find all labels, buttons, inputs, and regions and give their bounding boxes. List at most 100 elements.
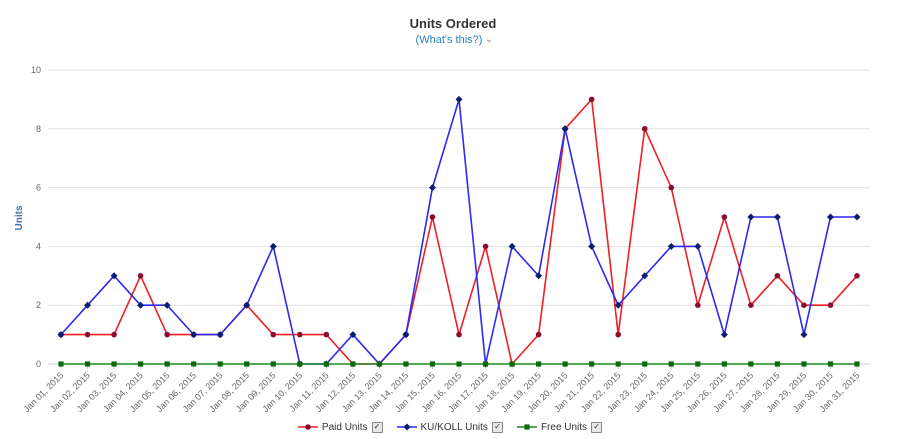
chart-title: Units Ordered [410,16,497,31]
point-ku-koll-units [535,272,543,280]
point-free-units [244,361,250,367]
point-free-units [801,361,807,367]
point-paid-units [748,302,754,309]
point-ku-koll-units [588,242,596,250]
checkbox-icon[interactable]: ✓ [371,421,383,433]
series-line-ku-koll-units [60,99,857,366]
point-free-units [827,361,834,367]
point-free-units [748,361,754,367]
point-ku-koll-units [137,301,145,309]
point-free-units [111,361,117,367]
point-free-units [350,361,356,367]
y-tick-label: 0 [36,359,41,369]
point-free-units [164,361,170,367]
point-paid-units [588,96,595,103]
point-free-units [668,361,674,367]
point-paid-units [456,331,462,338]
point-free-units [429,361,436,367]
legend-item-free-units[interactable]: Free Units ✓ [516,421,603,433]
point-paid-units [137,273,144,279]
point-ku-koll-units [508,242,516,250]
point-paid-units [854,273,860,279]
point-free-units [536,361,542,367]
point-paid-units [668,184,675,191]
point-ku-koll-units [853,213,861,221]
point-free-units [589,361,595,367]
legend-swatch-ku-koll-units [396,423,417,431]
y-axis-ticks: 0 2 4 6 8 10 [31,65,41,369]
point-ku-koll-units [57,331,65,339]
y-tick-label: 8 [36,124,41,134]
point-ku-koll-units [84,301,92,309]
point-free-units [509,361,515,367]
point-paid-units [482,243,489,250]
y-axis-label: Units [14,205,25,230]
point-paid-units [297,331,303,338]
point-paid-units [695,302,701,309]
point-ku-koll-units [163,301,171,309]
point-free-units [403,361,409,367]
point-ku-koll-units [773,213,781,221]
point-ku-koll-units [402,331,410,339]
point-free-units [84,361,91,367]
point-free-units [376,361,382,367]
point-ku-koll-units [694,242,702,250]
point-paid-units [615,331,621,338]
point-ku-koll-units [269,242,277,250]
y-tick-label: 4 [36,241,41,251]
series-ku-koll-units [57,95,861,368]
units-ordered-chart: Units Ordered (What's this?) ⌄ 0 2 4 6 8 10 U… [14,16,870,414]
legend-label-free-units: Free Units [540,421,588,433]
point-free-units [456,361,462,367]
point-free-units [721,361,727,367]
point-paid-units [827,302,834,309]
y-tick-label: 6 [36,183,41,193]
legend-item-ku-koll-units[interactable]: KU/KOLL Units ✓ [396,421,503,433]
point-ku-koll-units [561,125,569,133]
point-ku-koll-units [800,331,808,339]
chevron-down-icon[interactable]: ⌄ [485,34,493,45]
point-paid-units [111,331,117,338]
point-ku-koll-units [667,242,675,250]
point-paid-units [164,331,170,338]
point-ku-koll-units [747,213,755,221]
point-paid-units [84,331,91,338]
point-ku-koll-units [216,331,224,339]
point-free-units [774,361,780,367]
series-line-paid-units [61,97,858,366]
point-free-units [297,361,303,367]
point-free-units [58,361,64,367]
legend: Paid Units ✓ KU/KOLL Units ✓ Free Units ✓ [0,419,900,435]
point-ku-koll-units [110,272,118,280]
point-free-units [854,361,860,367]
series-group [57,95,861,368]
y-tick-label: 2 [36,300,41,310]
point-ku-koll-units [349,331,357,339]
point-paid-units [535,331,542,338]
checkbox-icon[interactable]: ✓ [491,421,503,433]
point-ku-koll-units [641,272,649,280]
point-paid-units [774,273,781,279]
point-paid-units [721,214,728,220]
point-free-units [695,361,701,367]
series-free-units [58,361,860,367]
point-free-units [642,361,648,367]
point-ku-koll-units [190,331,198,339]
point-free-units [323,361,329,367]
point-ku-koll-units [243,301,251,309]
point-ku-koll-units [455,95,463,103]
legend-swatch-paid-units [297,424,318,430]
point-paid-units [270,331,277,338]
point-ku-koll-units [826,213,834,221]
legend-item-paid-units[interactable]: Paid Units ✓ [297,421,383,433]
point-free-units [482,361,489,367]
whats-this-link[interactable]: (What's this?) [416,34,483,46]
y-tick-label: 10 [31,65,41,75]
point-paid-units [323,331,330,338]
point-free-units [138,361,144,367]
point-ku-koll-units [720,331,728,339]
point-free-units [615,361,621,367]
checkbox-icon[interactable]: ✓ [591,421,603,433]
point-paid-units [801,302,807,309]
